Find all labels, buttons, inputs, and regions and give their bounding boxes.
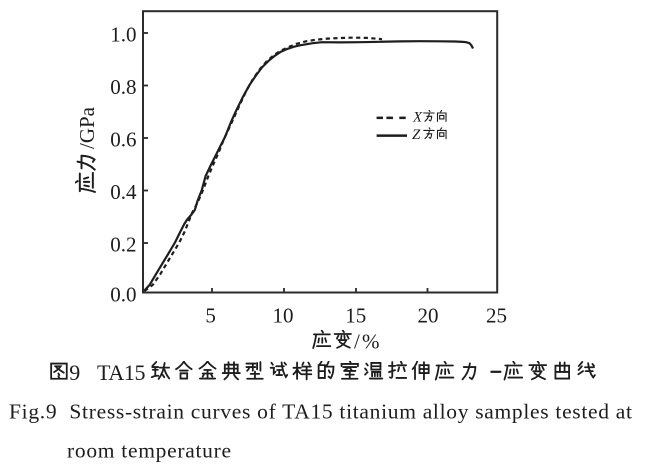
svg-text:25: 25 (486, 304, 507, 328)
svg-text:10: 10 (273, 304, 294, 328)
svg-text:/%: /% (354, 330, 380, 354)
svg-text:0.0: 0.0 (110, 283, 136, 307)
svg-text:/GPa: /GPa (75, 106, 99, 149)
svg-text:20: 20 (418, 304, 439, 328)
svg-text:room temperature: room temperature (67, 438, 231, 462)
svg-text:X: X (412, 110, 423, 126)
svg-text:0.4: 0.4 (110, 180, 137, 204)
svg-text:0.2: 0.2 (110, 233, 136, 257)
svg-text:1.0: 1.0 (110, 23, 136, 47)
svg-text:5: 5 (205, 304, 216, 328)
svg-text:TA15: TA15 (97, 360, 146, 385)
svg-text:0.8: 0.8 (110, 75, 136, 99)
svg-text:0.6: 0.6 (110, 128, 136, 152)
svg-text:Fig.9 Stress-strain curves of: Fig.9 Stress-strain curves of TA15 titan… (9, 399, 632, 423)
svg-text:Z: Z (412, 127, 421, 143)
svg-text:9: 9 (69, 360, 80, 385)
svg-text:15: 15 (345, 304, 366, 328)
